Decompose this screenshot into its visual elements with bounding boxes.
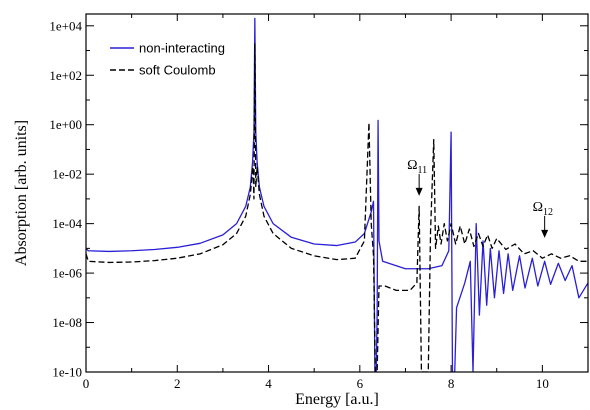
legend: non-interacting soft Coulomb: [110, 41, 225, 78]
legend-label: non-interacting: [139, 41, 225, 56]
y-tick-label: 1e+00: [49, 117, 82, 132]
x-tick-label: 8: [448, 376, 455, 391]
y-tick-label: 1e-10: [52, 365, 82, 380]
x-axis-label: Energy [a.u.]: [295, 391, 379, 408]
annotation-omega-11: Ω11: [407, 158, 427, 196]
annotation-label: Ω11: [407, 158, 427, 176]
plot-frame: [85, 13, 589, 373]
y-tick-label: 1e+02: [49, 68, 82, 83]
x-tick-label: 2: [174, 376, 181, 391]
series-layer: [86, 17, 588, 372]
y-tick-label: 1e-02: [52, 167, 82, 182]
y-tick-label: 1e+04: [49, 18, 82, 33]
series-line-non-interacting: [86, 17, 588, 372]
annotation-layer: Ω11 Ω12: [407, 158, 553, 238]
legend-label: soft Coulomb: [139, 63, 216, 78]
arrow-head-icon: [415, 187, 423, 196]
ticks-layer: 0 2 4 6 8 10 1e-10 1e-08 1e-06 1e-04 1e-02 1e+00 1e+…: [49, 14, 588, 391]
series-line-soft-Coulomb: [86, 42, 588, 372]
y-tick-label: 1e-08: [52, 315, 82, 330]
y-tick-label: 1e-04: [52, 216, 82, 231]
annotation-omega-12: Ω12: [533, 200, 553, 238]
x-tick-label: 0: [83, 376, 90, 391]
arrow-head-icon: [541, 229, 549, 238]
y-axis-label: Absorption [arb. units]: [13, 120, 30, 266]
x-tick-label: 6: [357, 376, 364, 391]
annotation-label: Ω12: [533, 200, 553, 218]
x-tick-label: 4: [265, 376, 272, 391]
y-tick-label: 1e-06: [52, 266, 82, 281]
x-tick-label: 10: [536, 376, 549, 391]
